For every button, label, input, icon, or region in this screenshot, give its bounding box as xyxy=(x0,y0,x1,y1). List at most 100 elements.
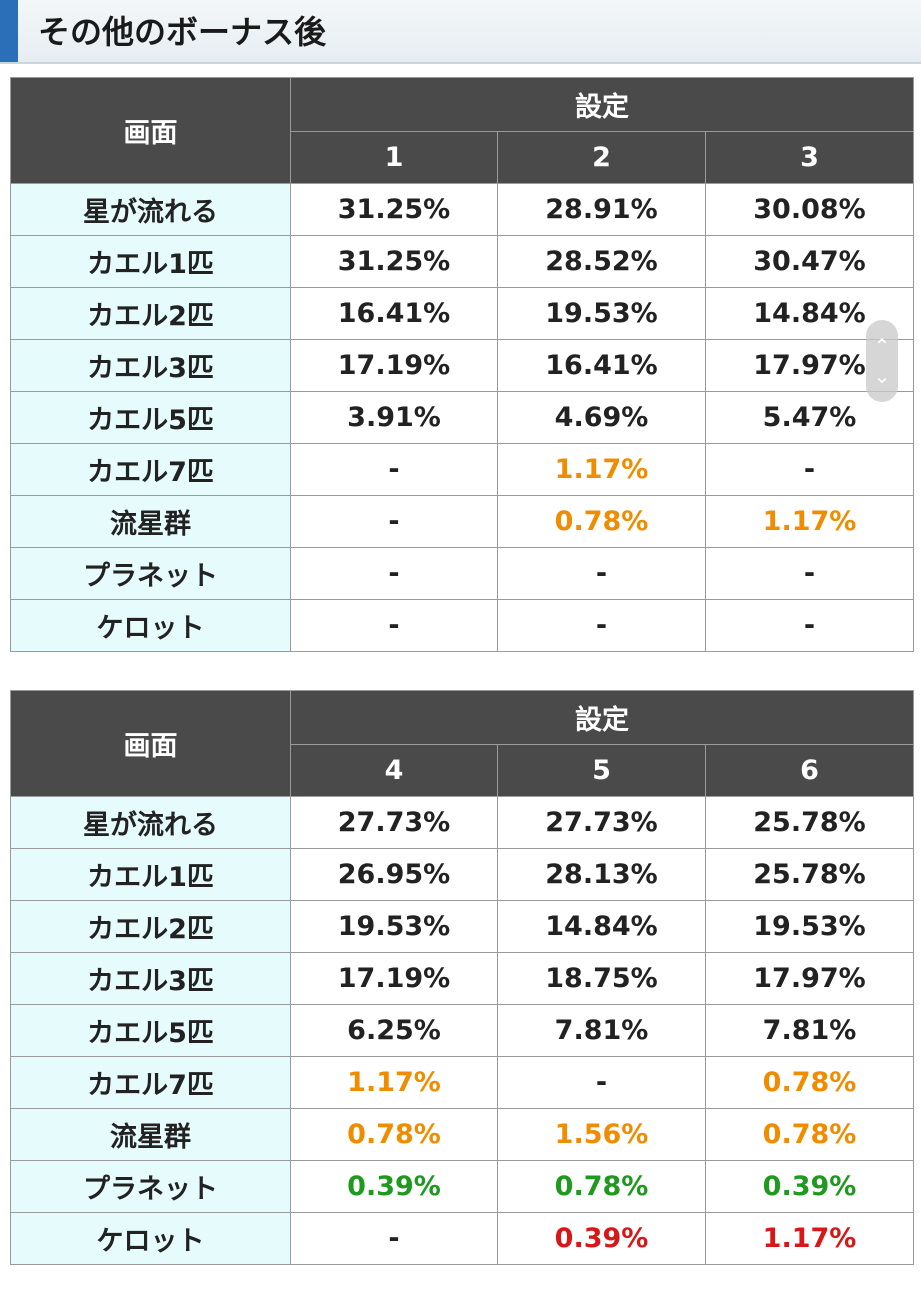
table-row: プラネット - - - xyxy=(10,547,915,600)
rate-cell: 1.17% xyxy=(704,1212,915,1265)
rate-cell: 25.78% xyxy=(704,848,915,901)
table-row: 星が流れる 27.73% 27.73% 25.78% xyxy=(10,796,915,849)
section-title: その他のボーナス後 xyxy=(38,13,327,51)
table-row: カエル7匹 1.17% -0.78% xyxy=(10,1056,915,1109)
row-label: ケロット xyxy=(10,1212,291,1265)
rate-cell: 17.97% xyxy=(704,952,915,1005)
rate-cell: 31.25% xyxy=(290,235,498,288)
chevron-down-icon[interactable]: ⌄ xyxy=(873,364,891,388)
rate-cell: 28.52% xyxy=(497,235,706,288)
rate-cell: 1.56% xyxy=(497,1108,706,1161)
rate-cell: 0.78% xyxy=(497,1160,706,1213)
rate-cell: 0.39% xyxy=(497,1212,706,1265)
column-header-setting: 6 xyxy=(704,744,915,797)
rate-cell: 1.17% xyxy=(704,495,915,548)
row-label: 星が流れる xyxy=(10,796,291,849)
column-header-screen: 画面 xyxy=(10,690,291,797)
rate-cell: - xyxy=(497,547,706,600)
rate-cell: - xyxy=(497,599,706,652)
row-label: ケロット xyxy=(10,599,291,652)
column-header-setting: 5 xyxy=(497,744,706,797)
rate-cell: 7.81% xyxy=(704,1004,915,1057)
table-row: カエル1匹 31.25% 28.52% 30.47% xyxy=(10,235,915,288)
row-label: カエル5匹 xyxy=(10,391,291,444)
rate-cell: - xyxy=(497,1056,706,1109)
section-heading: その他のボーナス後 xyxy=(0,0,921,64)
row-label: カエル7匹 xyxy=(10,443,291,496)
row-label: カエル2匹 xyxy=(10,287,291,340)
rate-cell: 19.53% xyxy=(497,287,706,340)
rate-cell: 0.78% xyxy=(704,1108,915,1161)
column-header-setting: 4 xyxy=(290,744,498,797)
scroll-widget[interactable]: ⌃ ⌄ xyxy=(866,320,898,402)
rate-cell: 25.78% xyxy=(704,796,915,849)
rate-cell: 0.78% xyxy=(497,495,706,548)
row-label: カエル5匹 xyxy=(10,1004,291,1057)
rate-cell: - xyxy=(290,495,498,548)
row-label: プラネット xyxy=(10,1160,291,1213)
rate-cell: 28.13% xyxy=(497,848,706,901)
rate-cell: 0.78% xyxy=(704,1056,915,1109)
rate-table-settings-4-6: 画面 設定 4 5 6 星が流れる 27.73% 27.73% 25.78% カエル1匹… xyxy=(10,690,915,1265)
column-group-setting: 設定 xyxy=(289,77,915,132)
column-header-screen: 画面 xyxy=(10,77,291,184)
rate-table-settings-1-3: 画面 設定 1 2 3 星が流れる 31.25% 28.91% 30.08% カエル1匹… xyxy=(10,77,915,652)
rate-cell: 7.81% xyxy=(497,1004,706,1057)
table-row: 流星群 -0.78% 1.17% xyxy=(10,495,915,548)
heading-accent-bar xyxy=(0,0,18,62)
rate-cell: 1.17% xyxy=(290,1056,498,1109)
row-label: カエル1匹 xyxy=(10,235,291,288)
table-row: ケロット - - - xyxy=(10,599,915,652)
table-row: カエル3匹 17.19% 16.41% 17.97% xyxy=(10,339,915,392)
table-row: カエル1匹 26.95% 28.13% 25.78% xyxy=(10,848,915,901)
table-row: 流星群 0.78% 1.56% 0.78% xyxy=(10,1108,915,1161)
table-row: カエル5匹 6.25% 7.81% 7.81% xyxy=(10,1004,915,1057)
row-label: カエル3匹 xyxy=(10,339,291,392)
row-label: 流星群 xyxy=(10,1108,291,1161)
table-row: 星が流れる 31.25% 28.91% 30.08% xyxy=(10,183,915,236)
rate-cell: - xyxy=(704,599,915,652)
row-label: カエル3匹 xyxy=(10,952,291,1005)
rate-cell: 19.53% xyxy=(704,900,915,953)
row-label: カエル7匹 xyxy=(10,1056,291,1109)
rate-cell: 6.25% xyxy=(290,1004,498,1057)
rate-cell: 17.19% xyxy=(290,339,498,392)
rate-cell: - xyxy=(290,443,498,496)
row-label: プラネット xyxy=(10,547,291,600)
rate-cell: 17.19% xyxy=(290,952,498,1005)
rate-cell: 26.95% xyxy=(290,848,498,901)
rate-cell: 30.47% xyxy=(704,235,915,288)
rate-cell: 31.25% xyxy=(290,183,498,236)
rate-cell: - xyxy=(290,1212,498,1265)
column-header-setting: 2 xyxy=(497,131,706,184)
column-group-setting: 設定 xyxy=(289,690,915,745)
table-row: カエル2匹 19.53% 14.84% 19.53% xyxy=(10,900,915,953)
rate-cell: 19.53% xyxy=(290,900,498,953)
table-row: カエル5匹 3.91% 4.69% 5.47% xyxy=(10,391,915,444)
rate-cell: 27.73% xyxy=(497,796,706,849)
rate-cell: 18.75% xyxy=(497,952,706,1005)
rate-cell: 1.17% xyxy=(497,443,706,496)
chevron-up-icon[interactable]: ⌃ xyxy=(873,334,891,358)
rate-cell: - xyxy=(704,547,915,600)
rate-cell: 16.41% xyxy=(290,287,498,340)
rate-cell: 4.69% xyxy=(497,391,706,444)
rate-cell: 0.39% xyxy=(704,1160,915,1213)
column-header-setting: 3 xyxy=(704,131,915,184)
rate-cell: - xyxy=(290,547,498,600)
rate-cell: 0.39% xyxy=(290,1160,498,1213)
rate-cell: 27.73% xyxy=(290,796,498,849)
rate-cell: 0.78% xyxy=(290,1108,498,1161)
table-row: カエル7匹 -1.17% - xyxy=(10,443,915,496)
rate-cell: - xyxy=(290,599,498,652)
rate-cell: - xyxy=(704,443,915,496)
column-header-setting: 1 xyxy=(290,131,498,184)
table-row: カエル3匹 17.19% 18.75% 17.97% xyxy=(10,952,915,1005)
row-label: 星が流れる xyxy=(10,183,291,236)
row-label: カエル2匹 xyxy=(10,900,291,953)
rate-cell: 28.91% xyxy=(497,183,706,236)
rate-cell: 3.91% xyxy=(290,391,498,444)
rate-cell: 30.08% xyxy=(704,183,915,236)
row-label: 流星群 xyxy=(10,495,291,548)
row-label: カエル1匹 xyxy=(10,848,291,901)
